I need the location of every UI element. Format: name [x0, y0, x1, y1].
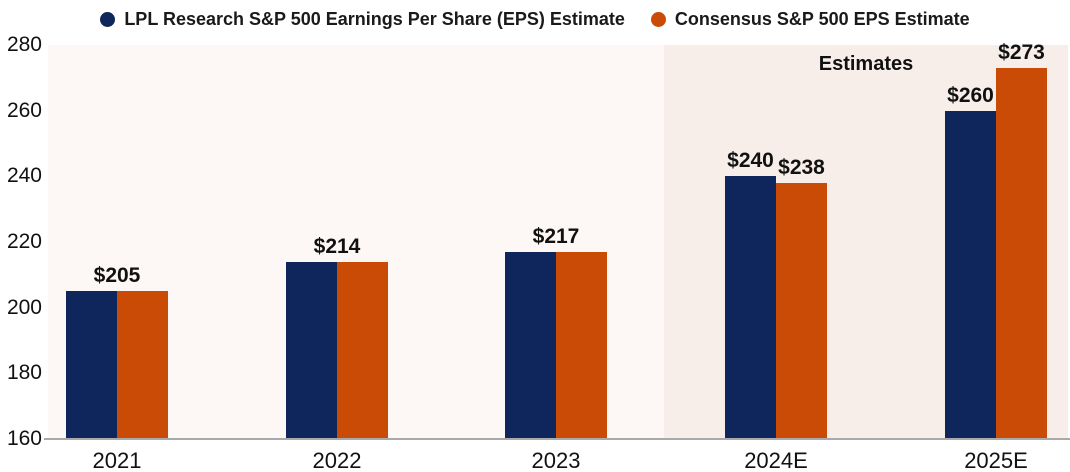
legend-label-consensus: Consensus S&P 500 EPS Estimate — [674, 8, 970, 29]
consensus-legend-circle-icon — [650, 11, 666, 27]
bar-lpl-2023 — [505, 251, 556, 439]
x-axis-line — [44, 438, 1070, 440]
bar-consensus-2022 — [337, 261, 388, 439]
y-tick-label-280: 280 — [6, 33, 42, 56]
y-tick-label-180: 180 — [6, 361, 42, 385]
value-label-2025E-lpl: $260 — [947, 83, 994, 107]
value-label-2025E-consensus: $273 — [998, 40, 1045, 64]
value-label-2023-group: $217 — [532, 224, 580, 248]
bar-consensus-2024E — [776, 182, 827, 439]
x-tick-label-2023: 2023 — [531, 448, 581, 472]
legend-item-lpl: LPL Research S&P 500 Earnings Per Share … — [100, 9, 625, 30]
x-tick-label-2022: 2022 — [312, 448, 362, 472]
y-tick-label-240: 240 — [6, 164, 42, 188]
legend: LPL Research S&P 500 Earnings Per Share … — [0, 4, 1070, 34]
x-tick-label-2025E: 2025E — [964, 448, 1028, 472]
bar-consensus-2025E — [996, 67, 1047, 439]
value-label-2024E-consensus: $238 — [778, 155, 825, 179]
y-tick-label-260: 260 — [6, 98, 42, 122]
legend-item-consensus: Consensus S&P 500 EPS Estimate — [650, 8, 970, 30]
x-tick-label-2024E: 2024E — [744, 448, 808, 472]
bar-lpl-2024E — [725, 176, 776, 439]
y-tick-label-220: 220 — [6, 230, 42, 253]
bar-consensus-2023 — [556, 251, 607, 439]
x-tick-label-2021: 2021 — [92, 448, 142, 472]
value-label-2024E-lpl: $240 — [727, 149, 774, 173]
legend-label-lpl: LPL Research S&P 500 Earnings Per Share … — [124, 8, 625, 29]
lpl-legend-circle-icon — [100, 11, 116, 27]
estimates-region-label: Estimates — [818, 53, 914, 75]
bar-consensus-2021 — [117, 291, 168, 439]
value-label-2021-group: $205 — [93, 264, 141, 288]
bar-lpl-2021 — [66, 291, 117, 439]
y-tick-label-160: 160 — [6, 427, 42, 450]
bar-lpl-2025E — [945, 110, 996, 439]
y-tick-label-200: 200 — [6, 295, 42, 319]
value-label-2022-group: $214 — [313, 234, 361, 258]
bar-lpl-2022 — [286, 261, 337, 439]
